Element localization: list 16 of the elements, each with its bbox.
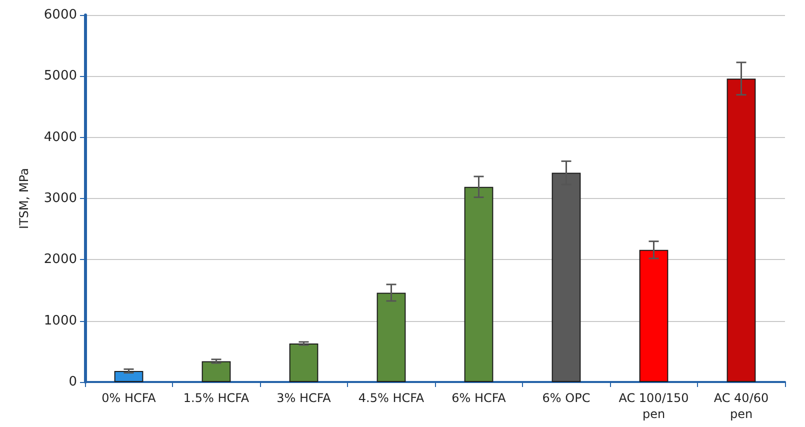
x-tick-label: 3% HCFA [276, 391, 332, 405]
x-tick-label: AC 100/150 pen [618, 391, 689, 421]
y-tick-label: 3000 [44, 191, 77, 206]
y-tick-label: 1000 [44, 313, 77, 328]
y-tick-label: 4000 [44, 130, 77, 145]
x-tick-label: 6% HCFA [452, 391, 507, 405]
y-tick-label: 0 [68, 374, 77, 390]
x-tick-label: 1.5% HCFA [183, 391, 250, 405]
y-tick-label: 5000 [44, 68, 77, 84]
y-axis-title: ITSM, MPa [17, 168, 31, 229]
x-tick-label: 4.5% HCFA [358, 391, 425, 405]
x-tick-label: 6% OPC [542, 391, 590, 405]
x-tick-label: 0% HCFA [102, 391, 157, 405]
y-tick-label: 2000 [44, 252, 77, 268]
y-tick-label: 6000 [44, 8, 77, 22]
x-tick-label: AC 40/60 pen [714, 391, 769, 421]
